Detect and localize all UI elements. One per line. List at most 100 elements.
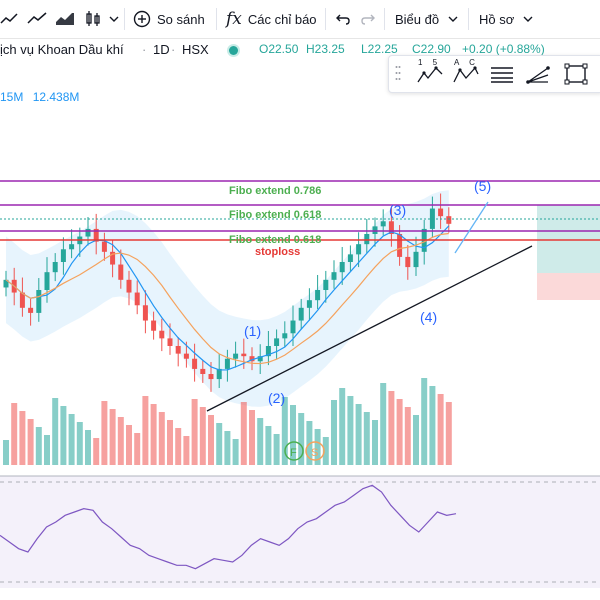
volume-bar [44,435,50,465]
candle-body [233,353,239,359]
tool-1-label: 1 5 [418,58,442,67]
candle-body [134,292,140,306]
volume-bar [339,388,346,465]
volume-bar [68,414,75,465]
target-zone [537,205,600,273]
profile-label: Hồ sơ [479,11,515,27]
volume-bar [445,402,452,465]
volume-bar [150,404,157,465]
wave-1-label: (1) [244,323,261,339]
volume-ma1: 15M [0,90,24,104]
symbol-name[interactable]: ịch vụ Khoan Dầu khí [0,42,124,57]
volume-bar [167,420,173,465]
candle-body [85,228,91,237]
fib-fan-icon[interactable] [525,62,551,86]
candle-body [192,358,198,369]
rsi-line-path [0,484,457,570]
volume-bar [404,407,411,465]
elliott-impulse-wave-icon[interactable]: 1 5 [415,58,445,88]
ma-slow-line [5,232,449,365]
ohlc-change: +0.20 (+0.88%) [462,42,545,56]
symbol-info-line: ịch vụ Khoan Dầu khí · 1D · HSX O22.50 H… [0,42,600,62]
chevron-down-icon [523,16,533,22]
volume-bar [421,378,428,465]
volume-bar [224,431,231,465]
ohlc-close: C22.90 [412,42,451,56]
candle-body [151,320,157,331]
marker-s[interactable] [305,441,325,461]
volume-bar [396,399,403,465]
volume-bar [240,402,247,465]
candle-body [52,262,58,273]
symbol-interval[interactable]: 1D [153,42,170,57]
indicators-button[interactable]: fx Các chỉ báo [226,0,317,38]
candle-body [167,338,173,346]
compare-button[interactable]: So sánh [133,0,205,38]
chevron-down-icon [448,16,458,22]
volume-bar [347,396,354,465]
volume-bar [363,412,370,465]
volume-bar [216,423,223,465]
candlestick-chart-icon[interactable] [84,0,104,38]
rectangle-tool-icon[interactable] [563,62,589,86]
marker-s-label: S [311,447,318,459]
candle-body [19,292,25,308]
horizontal-lines-icon[interactable] [489,62,515,86]
indicators-label: Các chỉ báo [247,11,317,27]
line-chart-icon[interactable] [26,0,48,38]
volume-bar [134,433,141,465]
candle-body [388,221,394,234]
candle-body [282,333,288,339]
function-icon: fx [226,9,242,29]
chart-type-dropdown[interactable]: Biểu đồ [395,0,459,38]
candle-body [331,272,337,280]
volume-bar [265,426,272,465]
volume-bar [281,397,288,465]
redo-icon[interactable] [360,0,376,38]
marker-f[interactable] [284,441,304,461]
volume-bar [52,398,59,465]
candle-body [69,244,75,250]
projection-line[interactable] [454,201,489,254]
candle-body [36,290,42,313]
candle-body [257,356,263,362]
profile-dropdown[interactable]: Hồ sơ [479,0,534,38]
trendline[interactable] [206,245,533,412]
volume-bar [413,415,419,465]
marker-f-label: F [290,447,297,459]
area-chart-icon[interactable] [0,0,20,38]
symbol-dot: · [142,42,147,57]
volume-bar [372,420,378,465]
candle-body [110,251,116,265]
candle-body [241,353,247,357]
undo-icon[interactable] [335,0,351,38]
candle-body [438,208,444,217]
volume-bar [109,409,116,465]
volume-bar [298,413,305,465]
drag-handle-icon[interactable] [395,65,401,81]
candle-body [413,251,419,268]
candle-body [446,216,452,224]
volume-bar [76,422,83,465]
wave-3-label: (3) [389,202,406,218]
volume-bar [93,438,100,465]
mountain-chart-icon[interactable] [54,0,76,38]
chevron-down-icon[interactable] [108,0,120,38]
candle-body [323,279,329,290]
wave-2-label: (2) [268,390,285,406]
volume-bar [380,383,387,465]
toolbar-divider [384,8,385,30]
volume-legend: 15M 12.438M [0,90,79,104]
volume-bar [191,399,198,465]
ohlc-low: L22.25 [361,42,398,56]
ohlc-open: O22.50 [259,42,299,56]
volume-bars [3,378,452,465]
top-toolbar: So sánh fx Các chỉ báo Biểu đồ Hồ sơ [0,0,600,39]
candle-body [224,358,230,369]
candle-body [44,272,50,290]
chart-type-label: Biểu đồ [395,11,440,27]
elliott-correction-wave-icon[interactable]: A C [451,58,481,88]
plus-circle-icon [133,10,151,28]
volume-bar [429,386,436,465]
